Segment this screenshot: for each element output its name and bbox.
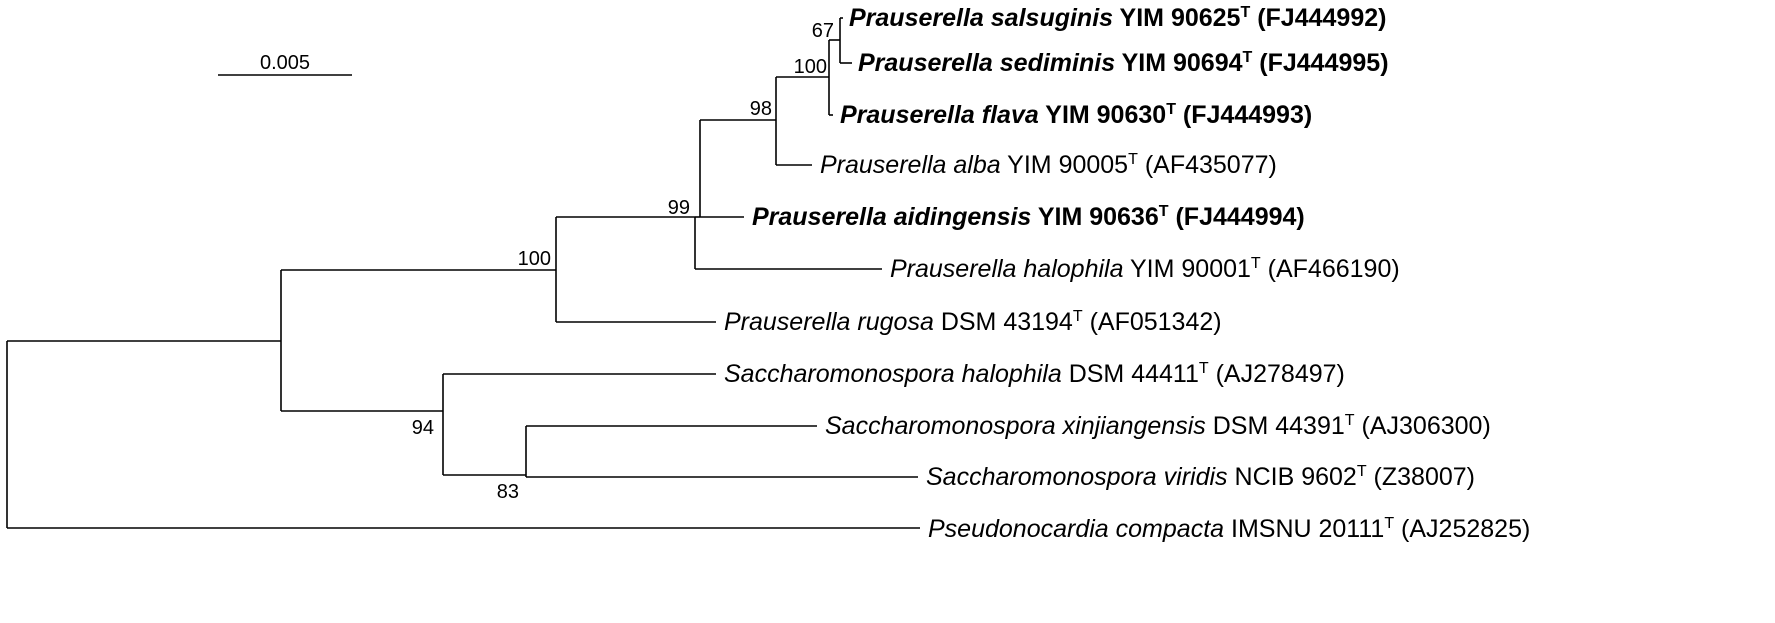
taxon-label-salsuginis: Prauserella salsuginis YIM 90625T (FJ444…: [849, 4, 1386, 32]
taxon-label-flava: Prauserella flava YIM 90630T (FJ444993): [840, 101, 1312, 129]
bootstrap-value: 67: [812, 20, 834, 42]
bootstrap-value: 99: [668, 197, 690, 219]
taxon-label-sediminis: Prauserella sediminis YIM 90694T (FJ4449…: [858, 49, 1389, 77]
taxon-label-xinjiangensis: Saccharomonospora xinjiangensis DSM 4439…: [825, 412, 1491, 440]
taxon-label-alba: Prauserella alba YIM 90005T (AF435077): [820, 151, 1277, 179]
bootstrap-value: 100: [518, 248, 551, 270]
taxon-label-halophila-p: Prauserella halophila YIM 90001T (AF4661…: [890, 255, 1400, 283]
bootstrap-value: 83: [497, 481, 519, 503]
taxon-label-viridis: Saccharomonospora viridis NCIB 9602T (Z3…: [926, 463, 1475, 491]
taxon-label-halophila-s: Saccharomonospora halophila DSM 44411T (…: [724, 360, 1345, 388]
bootstrap-values: 67 100 98 99 100 94 83: [412, 20, 834, 503]
scale-bar: 0.005: [218, 52, 352, 76]
bootstrap-value: 98: [750, 98, 772, 120]
taxon-label-compacta: Pseudonocardia compacta IMSNU 20111T (AJ…: [928, 515, 1530, 543]
bootstrap-value: 100: [794, 56, 827, 78]
scale-bar-label: 0.005: [260, 52, 310, 74]
taxon-label-rugosa: Prauserella rugosa DSM 43194T (AF051342): [724, 308, 1222, 336]
taxon-labels: Prauserella salsuginis YIM 90625T (FJ444…: [724, 4, 1530, 543]
tree-branches: [6, 17, 920, 529]
taxon-label-aidingensis: Prauserella aidingensis YIM 90636T (FJ44…: [752, 203, 1305, 231]
bootstrap-value: 94: [412, 417, 434, 439]
